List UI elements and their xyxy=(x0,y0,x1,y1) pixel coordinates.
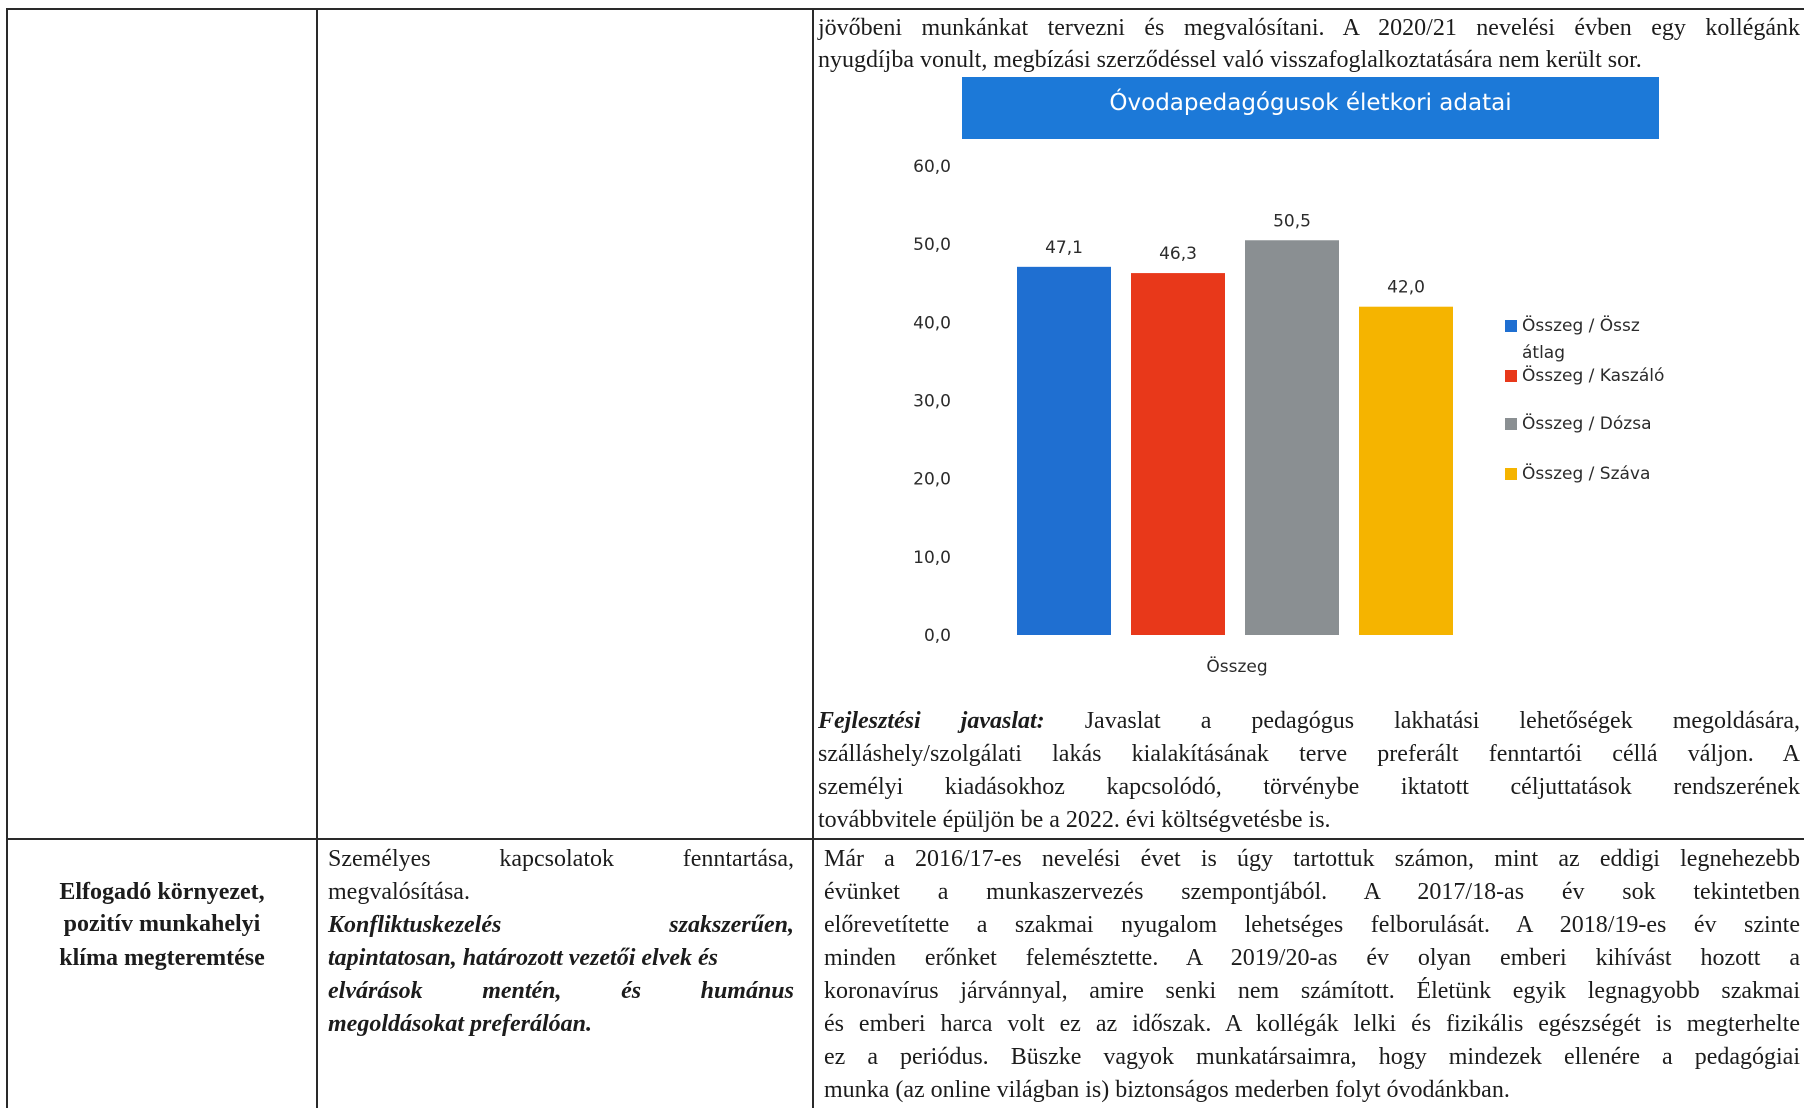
y-tick-label: 30,0 xyxy=(913,392,951,412)
table-column-divider-1 xyxy=(316,8,318,1108)
middle-bold-line-2: tapintatosan, határozott vezetői elvek é… xyxy=(328,945,718,971)
middle-word: Személyes xyxy=(328,846,431,872)
data-label: 47,1 xyxy=(1045,238,1083,258)
y-tick-label: 20,0 xyxy=(913,470,951,490)
proposal-line-1: Fejlesztési javaslat: Javaslat a pedagóg… xyxy=(818,707,1800,736)
right-paragraph-line-8: munka (az online világban is) biztonságo… xyxy=(824,1077,1510,1103)
y-tick-label: 60,0 xyxy=(913,157,951,177)
row-heading-line-2: pozitív munkahelyi xyxy=(63,911,261,937)
middle-word: elvárások xyxy=(328,978,423,1004)
right-paragraph-line-1: Már a 2016/17-es nevelési évet is úgy ta… xyxy=(824,846,1800,872)
proposal-text-1: Javaslat a pedagógus lakhatási lehetőség… xyxy=(1084,708,1800,734)
middle-bold-line-1: Konfliktuskezelés szakszerűen, xyxy=(328,911,794,940)
middle-word: Konfliktuskezelés xyxy=(328,912,502,938)
table-border-top xyxy=(6,8,1804,10)
legend-label: Összeg / Össz xyxy=(1522,314,1640,336)
middle-plain-line-2: megvalósítása. xyxy=(328,879,470,905)
bar-2 xyxy=(1131,273,1225,635)
bar-1 xyxy=(1017,266,1111,635)
top-paragraph-line-2: nyugdíjba vonult, megbízási szerződéssel… xyxy=(818,47,1642,73)
proposal-line-2: szálláshely/szolgálati lakás kialakításá… xyxy=(818,741,1800,767)
table-column-divider-2 xyxy=(812,8,814,1108)
middle-bold-line-3: elvárások mentén, és humánus xyxy=(328,977,794,1006)
middle-word: szakszerűen, xyxy=(669,912,794,938)
legend-swatch xyxy=(1505,418,1517,430)
middle-word: és xyxy=(621,978,642,1004)
legend-swatch xyxy=(1505,320,1517,332)
middle-word: fenntartása, xyxy=(682,846,794,872)
legend-swatch xyxy=(1505,468,1517,480)
x-category-label: Összeg xyxy=(1206,655,1267,677)
chart-title: Óvodapedagógusok életkori adatai xyxy=(1109,90,1512,116)
row-heading-line-1: Elfogadó környezet, xyxy=(59,879,265,905)
row-heading-line-3: klíma megteremtése xyxy=(59,945,265,971)
data-label: 50,5 xyxy=(1273,211,1311,231)
data-label: 46,3 xyxy=(1159,244,1197,264)
right-paragraph-line-5: koronavírus járvánnyal, amire senki nem … xyxy=(824,978,1800,1004)
right-paragraph-line-3: előrevetítette a szakmai nyugalom lehets… xyxy=(824,912,1800,938)
middle-bold-line-4: megoldásokat preferálóan. xyxy=(328,1011,592,1037)
legend-label: átlag xyxy=(1522,343,1565,363)
y-tick-label: 0,0 xyxy=(924,626,951,646)
legend-label: Összeg / Dózsa xyxy=(1522,412,1652,434)
middle-plain-line-1: Személyes kapcsolatok fenntartása, xyxy=(328,845,794,874)
legend-label: Összeg / Kaszáló xyxy=(1522,364,1664,386)
middle-word: mentén, xyxy=(482,978,562,1004)
right-paragraph-line-4: minden erőnket felemésztette. A 2019/20-… xyxy=(824,945,1800,971)
right-paragraph-line-2: évünket a munkaszervezés szempontjából. … xyxy=(824,879,1800,905)
middle-word: kapcsolatok xyxy=(499,846,614,872)
y-tick-label: 40,0 xyxy=(913,313,951,333)
proposal-line-4: továbbvitele épüljön be a 2022. évi költ… xyxy=(818,807,1331,833)
y-tick-label: 50,0 xyxy=(913,235,951,255)
data-label: 42,0 xyxy=(1387,278,1425,298)
right-paragraph-line-7: ez a periódus. Büszke vagyok munkatársai… xyxy=(824,1044,1800,1070)
table-row-divider xyxy=(6,838,1804,840)
right-paragraph-line-6: és emberi harca volt ez az időszak. A ko… xyxy=(824,1011,1800,1037)
bar-4 xyxy=(1359,306,1453,635)
legend-label: Összeg / Száva xyxy=(1522,462,1650,484)
top-paragraph-line-1: jövőbeni munkánkat tervezni és megvalósí… xyxy=(818,15,1800,41)
proposal-line-3: személyi kiadásokhoz kapcsolódó, törvény… xyxy=(818,774,1800,800)
proposal-label: Fejlesztési javaslat: xyxy=(818,708,1045,734)
middle-word: humánus xyxy=(700,978,794,1004)
bar-3 xyxy=(1245,240,1339,635)
y-tick-label: 10,0 xyxy=(913,548,951,568)
table-border-left xyxy=(6,8,8,1108)
chart-title-bar: Óvodapedagógusok életkori adatai xyxy=(962,77,1659,139)
legend-swatch xyxy=(1505,370,1517,382)
